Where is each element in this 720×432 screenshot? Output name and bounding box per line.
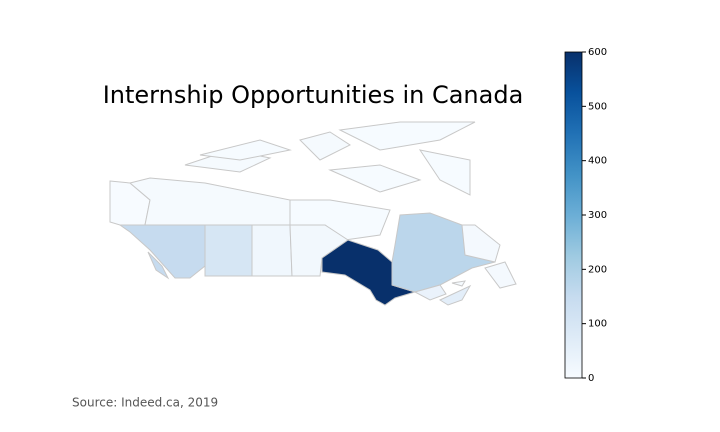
region [204, 224, 253, 277]
chart-title: Internship Opportunities in Canada [103, 81, 524, 109]
colorbar-tick-label: 300 [588, 210, 607, 221]
colorbar-tick-label: 600 [588, 47, 607, 58]
region [438, 284, 472, 306]
colorbar [564, 51, 583, 379]
colorbar-tick-label: 200 [588, 264, 607, 275]
region [251, 224, 293, 277]
colorbar-tick-label: 100 [588, 319, 607, 330]
region [461, 224, 517, 289]
region [118, 224, 206, 280]
region [413, 284, 447, 301]
colorbar-tick-label: 400 [588, 156, 607, 167]
colorbar-tick-label: 500 [588, 101, 607, 112]
region [451, 280, 466, 287]
colorbar-tick-label: 0 [588, 373, 594, 384]
region [321, 239, 417, 306]
region [199, 121, 476, 241]
source-note: Source: Indeed.ca, 2019 [72, 396, 218, 410]
